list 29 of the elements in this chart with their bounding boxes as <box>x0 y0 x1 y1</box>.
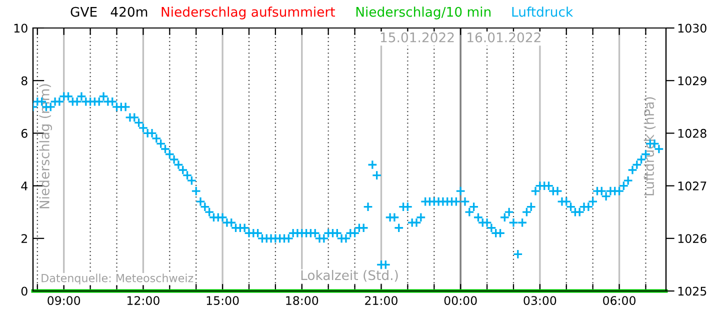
x-tick-label: 09:00 <box>48 296 80 305</box>
text: Niederschlag/10 min <box>356 6 491 20</box>
y2-tick-label: 1026 <box>678 234 706 244</box>
annotation: 16.01.2022 <box>468 32 540 42</box>
x-tick-label: 18:00 <box>286 296 318 305</box>
y-tick-label: 0 <box>21 286 28 296</box>
y-tick-label: 4 <box>21 182 28 190</box>
y2-tick-label: 1027 <box>678 182 706 190</box>
x-tick-label: 21:00 <box>365 296 398 305</box>
x-tick-label: 15:00 <box>206 296 239 305</box>
y-tick-label: 8 <box>21 76 28 86</box>
text: Luftdruck <box>512 6 574 17</box>
y2-tick-label: 1028 <box>678 128 706 138</box>
x-tick-label: 06:00 <box>603 296 636 305</box>
y-tick-label: 2 <box>21 234 27 243</box>
y-tick-label: 10 <box>14 24 28 33</box>
annotation: 15.01.2022 <box>380 32 454 42</box>
x-tick-label: 12:00 <box>127 296 160 305</box>
annotation: Datenquelle: Meteoschweiz <box>42 274 194 284</box>
y2-tick-label: 1025 <box>678 286 706 296</box>
y2-tick-label: 1029 <box>678 76 706 86</box>
x-tick-label: 03:00 <box>524 296 556 305</box>
legend-label: Niederschlag aufsummiert <box>162 6 335 20</box>
y2-axis-title: Luftdruck (hPa) <box>644 97 656 196</box>
x-axis-title: Lokalzeit (Std.) <box>301 270 398 282</box>
chart-title: GVE 420m <box>70 6 148 17</box>
y-tick-label: 6 <box>21 128 28 138</box>
x-tick-label: 00:00 <box>444 296 477 305</box>
y2-tick-label: 1030 <box>678 24 706 33</box>
